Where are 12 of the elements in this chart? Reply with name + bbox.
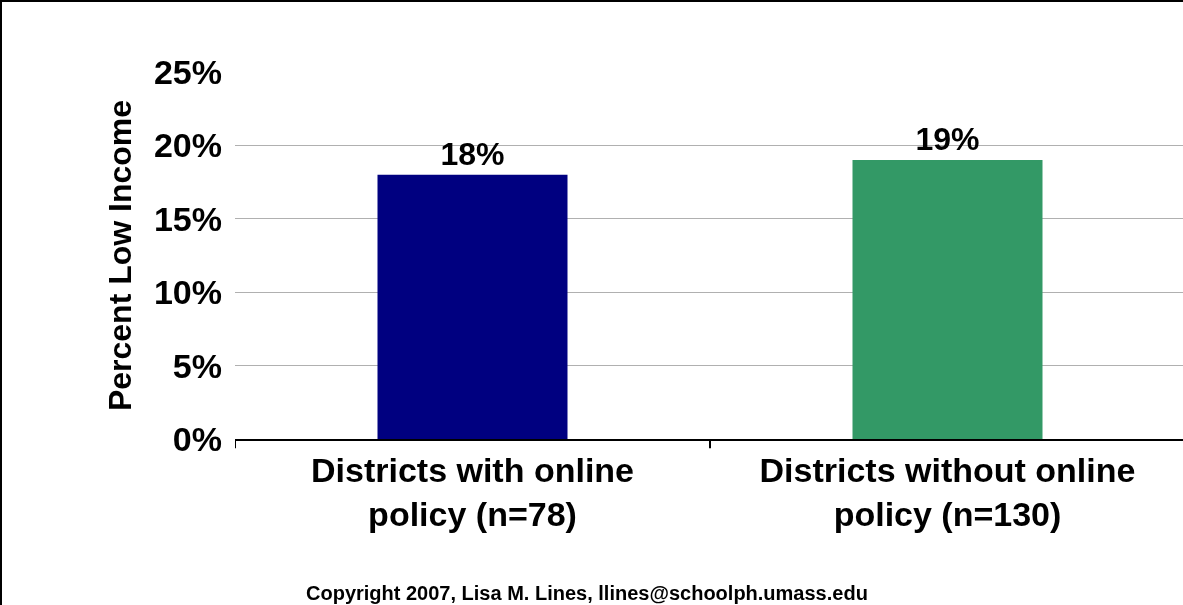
x-tick-label: Districts with online policy (n=78) [310,450,635,533]
y-tick-label: 10% [153,273,222,312]
y-tick-label: 0% [172,419,222,458]
data-label: 18% [440,135,505,172]
y-tick-label: 25% [153,52,222,91]
x-tick-label: Districts without online policy (n=130) [759,450,1136,533]
y-axis-title: Percent Low Income [102,99,139,412]
text: Copyright 2007, Lisa M. Lines, llines@schoolph.umass.edu [306,582,868,604]
y-tick-label: 5% [172,346,222,385]
y-tick-label: 20% [153,126,222,165]
y-tick-label: 15% [153,199,222,238]
data-label: 19% [915,121,980,158]
